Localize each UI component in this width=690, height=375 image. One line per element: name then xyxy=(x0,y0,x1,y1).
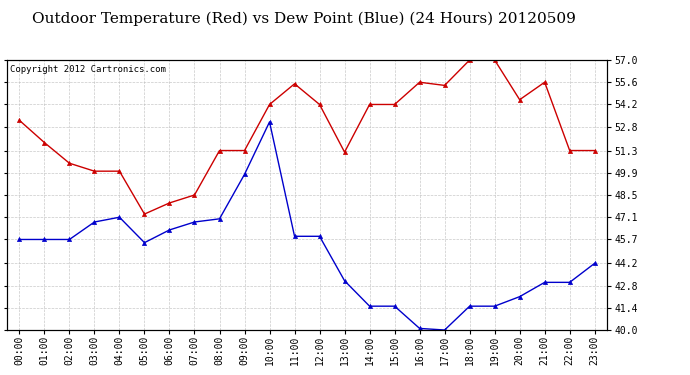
Text: Copyright 2012 Cartronics.com: Copyright 2012 Cartronics.com xyxy=(10,65,166,74)
Text: Outdoor Temperature (Red) vs Dew Point (Blue) (24 Hours) 20120509: Outdoor Temperature (Red) vs Dew Point (… xyxy=(32,11,575,26)
